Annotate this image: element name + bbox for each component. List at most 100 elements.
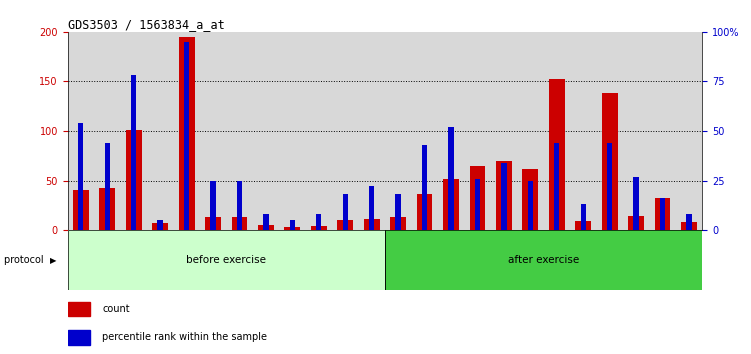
Bar (438, 32, 464, 230)
Text: protocol: protocol (4, 255, 47, 265)
Bar (332, 32, 358, 230)
Bar (147, 32, 173, 230)
Bar (581, 204, 586, 230)
Text: before exercise: before exercise (186, 255, 267, 265)
Bar (173, 32, 200, 230)
Bar (104, 143, 110, 230)
Bar (226, 32, 252, 230)
Bar (78, 123, 83, 230)
Bar (633, 177, 638, 230)
Bar (311, 226, 327, 230)
Bar (549, 79, 565, 230)
Bar (363, 219, 379, 230)
Bar (570, 32, 596, 230)
Bar (358, 32, 385, 230)
Bar (120, 32, 147, 230)
Bar (475, 178, 480, 230)
Bar (464, 32, 490, 230)
Text: percentile rank within the sample: percentile rank within the sample (102, 332, 267, 342)
Bar (68, 302, 90, 316)
Bar (369, 187, 374, 230)
Bar (517, 32, 544, 230)
Bar (99, 188, 115, 230)
Bar (385, 230, 702, 290)
Bar (120, 32, 147, 230)
Bar (686, 214, 692, 230)
Bar (464, 32, 490, 230)
Bar (68, 32, 94, 230)
Bar (316, 214, 321, 230)
Bar (94, 32, 120, 230)
Bar (179, 37, 195, 230)
Bar (94, 32, 120, 230)
Bar (385, 32, 412, 230)
Bar (68, 32, 94, 230)
Bar (306, 32, 332, 230)
Bar (596, 32, 623, 230)
Bar (342, 194, 348, 230)
Bar (412, 32, 438, 230)
Bar (681, 222, 697, 230)
Bar (676, 32, 702, 230)
Bar (650, 32, 676, 230)
Bar (158, 220, 163, 230)
Bar (279, 32, 306, 230)
Bar (523, 169, 538, 230)
Text: count: count (102, 304, 130, 314)
Bar (501, 163, 506, 230)
Bar (422, 145, 427, 230)
Bar (623, 32, 650, 230)
Bar (544, 32, 570, 230)
Bar (152, 223, 168, 230)
Bar (337, 220, 353, 230)
Bar (391, 217, 406, 230)
Bar (173, 32, 200, 230)
Bar (448, 127, 454, 230)
Bar (252, 32, 279, 230)
Bar (231, 217, 247, 230)
Text: ▶: ▶ (50, 256, 56, 265)
Bar (623, 32, 650, 230)
Bar (544, 32, 570, 230)
Bar (676, 32, 702, 230)
Text: GDS3503 / 1563834_a_at: GDS3503 / 1563834_a_at (68, 18, 225, 31)
Bar (226, 32, 252, 230)
Bar (252, 32, 279, 230)
Bar (660, 198, 665, 230)
Bar (438, 32, 464, 230)
Bar (147, 32, 173, 230)
Bar (205, 217, 221, 230)
Bar (496, 161, 512, 230)
Bar (306, 32, 332, 230)
Bar (68, 330, 90, 345)
Bar (490, 32, 517, 230)
Bar (125, 130, 142, 230)
Bar (575, 221, 591, 230)
Bar (290, 220, 295, 230)
Bar (443, 178, 459, 230)
Bar (258, 225, 274, 230)
Bar (596, 32, 623, 230)
Bar (285, 227, 300, 230)
Bar (517, 32, 544, 230)
Bar (73, 190, 89, 230)
Bar (184, 42, 189, 230)
Bar (210, 181, 216, 230)
Bar (554, 143, 559, 230)
Bar (602, 93, 617, 230)
Bar (237, 181, 242, 230)
Bar (412, 32, 438, 230)
Bar (385, 230, 702, 290)
Bar (68, 230, 385, 290)
Bar (655, 198, 671, 230)
Bar (332, 32, 358, 230)
Bar (396, 194, 401, 230)
Text: after exercise: after exercise (508, 255, 579, 265)
Bar (469, 166, 485, 230)
Bar (131, 75, 137, 230)
Bar (68, 230, 385, 290)
Bar (570, 32, 596, 230)
Bar (279, 32, 306, 230)
Bar (417, 194, 433, 230)
Bar (200, 32, 226, 230)
